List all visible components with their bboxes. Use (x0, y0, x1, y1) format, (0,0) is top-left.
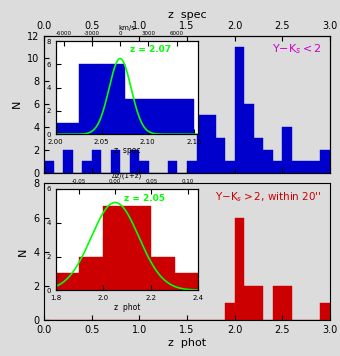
Y-axis label: N: N (12, 100, 21, 108)
X-axis label: km/s: km/s (119, 25, 135, 31)
Bar (311, 161, 320, 173)
Bar (273, 286, 282, 320)
Bar (235, 218, 244, 320)
Bar (282, 286, 292, 320)
Bar (263, 150, 273, 173)
Bar (139, 161, 149, 173)
Bar (320, 303, 330, 320)
Bar (244, 286, 254, 320)
Text: Y$-$K$_s$$<$2: Y$-$K$_s$$<$2 (272, 42, 321, 56)
Bar (111, 150, 120, 173)
Bar (206, 115, 216, 173)
Bar (235, 47, 244, 173)
Bar (44, 161, 54, 173)
Y-axis label: N: N (18, 248, 28, 256)
Bar (254, 138, 263, 173)
X-axis label: z  phot: z phot (168, 338, 206, 348)
Bar (82, 161, 92, 173)
Bar (197, 115, 206, 173)
Bar (301, 161, 311, 173)
X-axis label: Δz/(1+z): Δz/(1+z) (112, 173, 142, 179)
Text: Y$-$K$_s$$>$2, within 20'': Y$-$K$_s$$>$2, within 20'' (215, 190, 321, 204)
Bar (320, 150, 330, 173)
Bar (63, 150, 73, 173)
Bar (216, 138, 225, 173)
Bar (254, 286, 263, 320)
Bar (292, 161, 301, 173)
Bar (168, 161, 177, 173)
Bar (92, 150, 101, 173)
Bar (244, 104, 254, 173)
Bar (187, 161, 197, 173)
Bar (225, 303, 235, 320)
Bar (130, 150, 139, 173)
Bar (225, 161, 235, 173)
Bar (282, 127, 292, 173)
X-axis label: z  spec: z spec (168, 10, 206, 20)
Bar (273, 161, 282, 173)
